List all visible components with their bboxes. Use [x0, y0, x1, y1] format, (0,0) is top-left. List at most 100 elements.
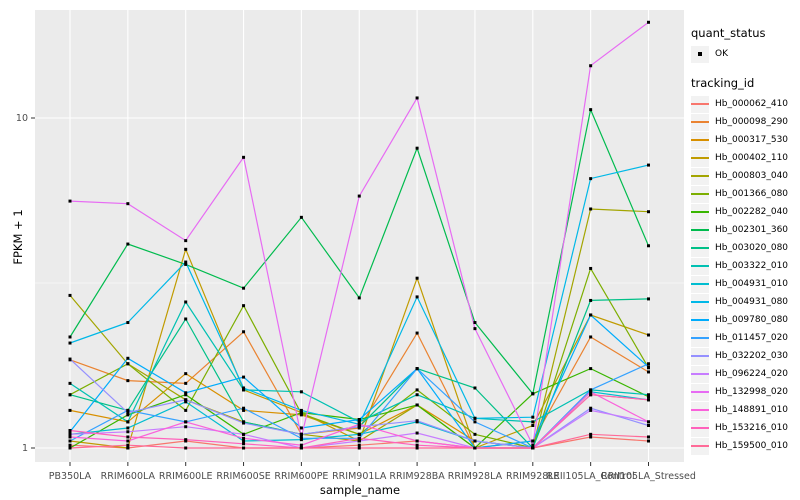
legend-title-quant-status: quant_status	[691, 26, 766, 40]
data-point	[647, 435, 650, 439]
data-point	[415, 146, 419, 150]
data-point	[647, 395, 650, 399]
axis-ticks	[31, 117, 649, 466]
data-point	[126, 430, 130, 434]
legend-line-icon	[691, 229, 709, 231]
legend-item-label: Hb_000803_040	[715, 171, 789, 181]
data-point	[531, 415, 535, 419]
data-point	[647, 333, 650, 337]
data-point	[415, 439, 419, 443]
legend-key-ok	[691, 45, 709, 63]
legend-key-swatch	[691, 257, 709, 275]
legend-item-label: Hb_148891_010	[715, 405, 789, 415]
data-point	[647, 439, 650, 443]
legend-item: Hb_000803_040	[691, 167, 799, 185]
data-point	[242, 286, 246, 290]
legend-item: Hb_000098_290	[691, 113, 799, 131]
legend-line-icon	[691, 265, 709, 267]
data-point	[589, 388, 593, 392]
legend-line-icon	[691, 157, 709, 159]
legend-item: Hb_004931_010	[691, 275, 799, 293]
legend-item: Hb_002282_040	[691, 203, 799, 221]
data-point	[184, 300, 188, 304]
data-point	[415, 403, 419, 407]
data-point	[68, 432, 72, 436]
legend-key-swatch	[691, 419, 709, 437]
data-point	[299, 411, 303, 415]
data-point	[242, 304, 246, 308]
data-point	[647, 370, 650, 374]
data-points	[68, 20, 650, 450]
data-point	[184, 446, 188, 450]
data-point	[299, 446, 303, 450]
data-point	[415, 367, 419, 371]
data-point	[242, 408, 246, 412]
legend-item: Hb_148891_010	[691, 401, 799, 419]
legend-item: Hb_153216_010	[691, 419, 799, 437]
legend-items: Hb_000062_410 Hb_000098_290 Hb_000317_530 H…	[691, 95, 799, 455]
legend-key-swatch	[691, 311, 709, 329]
data-point	[126, 411, 130, 415]
y-tick-label: 10	[16, 113, 28, 124]
legend-line-icon	[691, 283, 709, 285]
data-point	[68, 199, 72, 203]
legend-key-swatch	[691, 221, 709, 239]
legend-key-swatch	[691, 293, 709, 311]
data-point	[357, 436, 361, 440]
legend-item-label: Hb_003322_010	[715, 261, 789, 271]
data-point	[184, 247, 188, 251]
x-tick-label: RRII105LA_Control	[547, 471, 635, 482]
data-point	[68, 293, 72, 297]
data-point	[415, 431, 419, 435]
data-point	[242, 406, 246, 410]
data-point	[647, 398, 650, 402]
legend-line-icon	[691, 391, 709, 393]
data-point	[589, 432, 593, 436]
legend-item-label: Hb_002301_360	[715, 225, 789, 235]
legend-item-label: Hb_096224_020	[715, 369, 789, 379]
data-point	[531, 392, 535, 396]
legend-line-icon	[691, 247, 709, 249]
data-point	[647, 365, 650, 369]
data-point	[184, 239, 188, 243]
data-point	[647, 297, 650, 301]
legend-line-icon	[691, 121, 709, 123]
legend-key-swatch	[691, 437, 709, 455]
legend-key-swatch	[691, 203, 709, 221]
data-point	[68, 381, 72, 385]
data-point	[589, 406, 593, 410]
data-point	[126, 356, 130, 360]
data-point	[126, 420, 130, 424]
legend-item-label: Hb_000402_110	[715, 153, 789, 163]
data-point	[68, 341, 72, 345]
data-point	[242, 432, 246, 436]
legend-item: Hb_096224_020	[691, 365, 799, 383]
data-point	[126, 362, 130, 366]
legend-title-tracking-id: tracking_id	[691, 76, 755, 90]
data-point	[184, 398, 188, 402]
data-point	[68, 443, 72, 447]
legend-line-icon	[691, 409, 709, 411]
data-point	[184, 400, 188, 404]
data-point	[647, 393, 650, 397]
data-point	[415, 96, 419, 100]
data-point	[647, 163, 650, 167]
legend-line-icon	[691, 319, 709, 321]
data-point	[531, 420, 535, 424]
data-point	[473, 439, 477, 443]
data-point	[68, 428, 72, 432]
data-point	[242, 155, 246, 159]
data-point	[357, 194, 361, 198]
legend-item: Hb_011457_020	[691, 329, 799, 347]
y-axis-title: FPKM + 1	[11, 209, 25, 265]
data-point	[184, 381, 188, 385]
legend-item-label: Hb_132998_020	[715, 387, 789, 397]
legend-item: Hb_002301_360	[691, 221, 799, 239]
data-point	[589, 313, 593, 317]
x-tick-label: RRIM600PE	[274, 471, 328, 482]
legend-line-icon	[691, 355, 709, 357]
legend-item: Hb_000317_530	[691, 131, 799, 149]
legend-item: Hb_003322_010	[691, 257, 799, 275]
legend-item-label: Hb_004931_010	[715, 279, 789, 289]
data-point	[589, 64, 593, 68]
